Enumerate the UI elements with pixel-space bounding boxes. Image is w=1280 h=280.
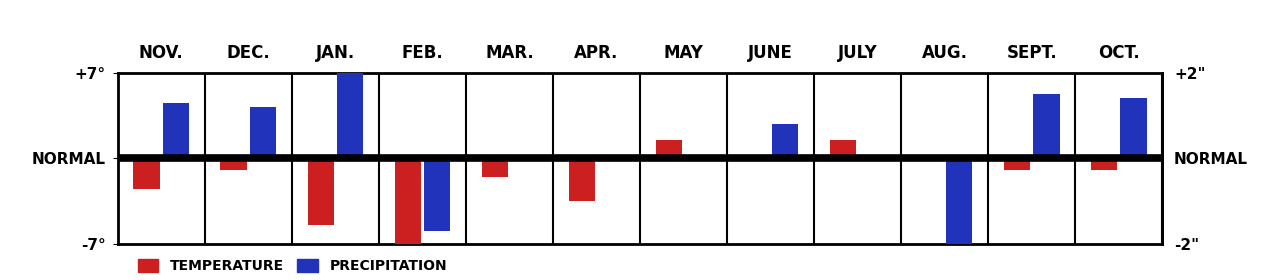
- Bar: [163, 103, 189, 158]
- Bar: [1120, 99, 1147, 158]
- Bar: [481, 158, 508, 176]
- Bar: [772, 124, 799, 158]
- Bar: [1004, 158, 1030, 171]
- Bar: [1091, 158, 1117, 171]
- Bar: [250, 107, 276, 158]
- Legend: TEMPERATURE, PRECIPITATION: TEMPERATURE, PRECIPITATION: [137, 259, 447, 273]
- Bar: [337, 0, 364, 158]
- Bar: [1033, 94, 1060, 158]
- Bar: [424, 158, 451, 231]
- Bar: [655, 140, 682, 158]
- Bar: [829, 140, 856, 158]
- Bar: [307, 158, 334, 225]
- Bar: [220, 158, 247, 171]
- Bar: [946, 158, 973, 244]
- Bar: [394, 158, 421, 244]
- Bar: [133, 158, 160, 189]
- Bar: [568, 158, 595, 201]
